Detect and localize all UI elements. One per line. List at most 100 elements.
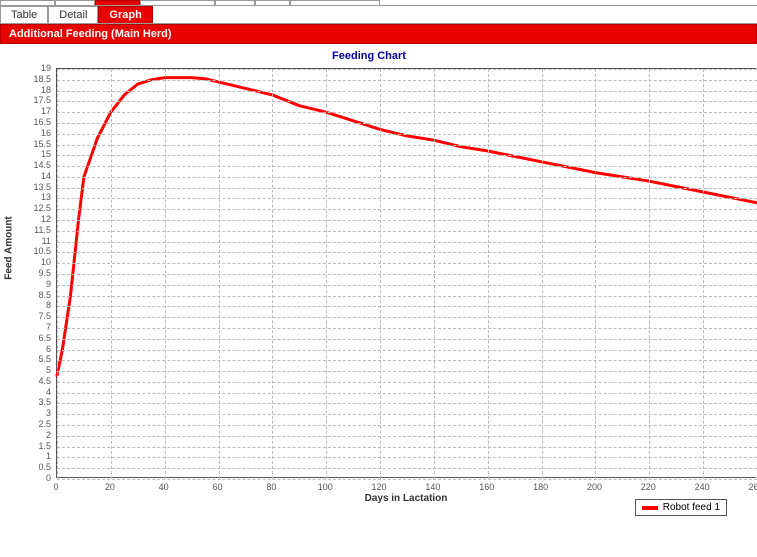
hgrid [57,242,757,243]
x-tick: 200 [579,482,609,492]
y-tick: 13 [1,192,51,202]
y-tick: 14.5 [1,160,51,170]
vgrid [380,69,381,479]
hgrid [57,296,757,297]
y-tick: 6.5 [1,333,51,343]
hgrid [57,145,757,146]
tab-graph[interactable]: Graph [98,6,152,23]
y-tick: 14 [1,171,51,181]
x-tick: 100 [310,482,340,492]
hgrid [57,69,757,70]
y-tick: 17 [1,106,51,116]
y-tick: 10.5 [1,246,51,256]
hgrid [57,101,757,102]
x-tick: 140 [418,482,448,492]
y-tick: 18 [1,85,51,95]
legend-swatch [642,506,658,510]
x-tick: 180 [526,482,556,492]
hgrid [57,263,757,264]
vgrid [165,69,166,479]
legend: Robot feed 1 [635,499,727,516]
hgrid [57,328,757,329]
hgrid [57,112,757,113]
x-tick: 20 [95,482,125,492]
section-header: Additional Feeding (Main Herd) [0,24,757,44]
hgrid [57,457,757,458]
tab-detail[interactable]: Detail [48,6,98,23]
hgrid [57,231,757,232]
top-tab-3[interactable] [140,0,215,5]
hgrid [57,382,757,383]
vgrid [272,69,273,479]
x-tick: 80 [256,482,286,492]
y-tick: 3.5 [1,397,51,407]
x-tick: 60 [203,482,233,492]
hgrid [57,393,757,394]
hgrid [57,371,757,372]
hgrid [57,198,757,199]
y-tick: 7.5 [1,311,51,321]
y-tick: 12 [1,214,51,224]
top-tab-0[interactable] [0,0,55,5]
y-tick: 1 [1,451,51,461]
y-tick: 9.5 [1,268,51,278]
hgrid [57,436,757,437]
y-tick: 4 [1,387,51,397]
vgrid [488,69,489,479]
hgrid [57,414,757,415]
plot-area [56,68,756,478]
x-tick: 40 [149,482,179,492]
vgrid [542,69,543,479]
y-tick: 4.5 [1,376,51,386]
hgrid [57,188,757,189]
y-tick: 15.5 [1,139,51,149]
y-tick: 6 [1,344,51,354]
hgrid [57,166,757,167]
hgrid [57,447,757,448]
hgrid [57,425,757,426]
sub-tab-row: Table Detail Graph [0,6,757,24]
hgrid [57,350,757,351]
hgrid [57,339,757,340]
hgrid [57,220,757,221]
top-tab-6[interactable] [290,0,380,5]
vgrid [434,69,435,479]
hgrid [57,360,757,361]
y-tick: 10 [1,257,51,267]
hgrid [57,274,757,275]
top-tab-4[interactable] [215,0,255,5]
x-tick: 160 [472,482,502,492]
y-tick: 19 [1,63,51,73]
y-tick: 3 [1,408,51,418]
hgrid [57,479,757,480]
hgrid [57,91,757,92]
y-tick: 13.5 [1,182,51,192]
x-tick: 260 [741,482,757,492]
top-tab-5[interactable] [255,0,290,5]
vgrid [703,69,704,479]
y-tick: 16 [1,128,51,138]
vgrid [649,69,650,479]
top-tab-2[interactable] [95,0,140,5]
vgrid [326,69,327,479]
x-tick: 220 [633,482,663,492]
vgrid [595,69,596,479]
vgrid [57,69,58,479]
hgrid [57,209,757,210]
tab-table[interactable]: Table [0,6,48,23]
x-tick: 120 [364,482,394,492]
y-tick: 17.5 [1,95,51,105]
vgrid [219,69,220,479]
hgrid [57,468,757,469]
y-tick: 5 [1,365,51,375]
hgrid [57,285,757,286]
hgrid [57,403,757,404]
chart-title: Feeding Chart [1,50,737,62]
x-tick: 240 [687,482,717,492]
hgrid [57,134,757,135]
y-tick: 8.5 [1,290,51,300]
y-tick: 11.5 [1,225,51,235]
top-tab-1[interactable] [55,0,95,5]
y-tick: 11 [1,236,51,246]
vgrid [111,69,112,479]
